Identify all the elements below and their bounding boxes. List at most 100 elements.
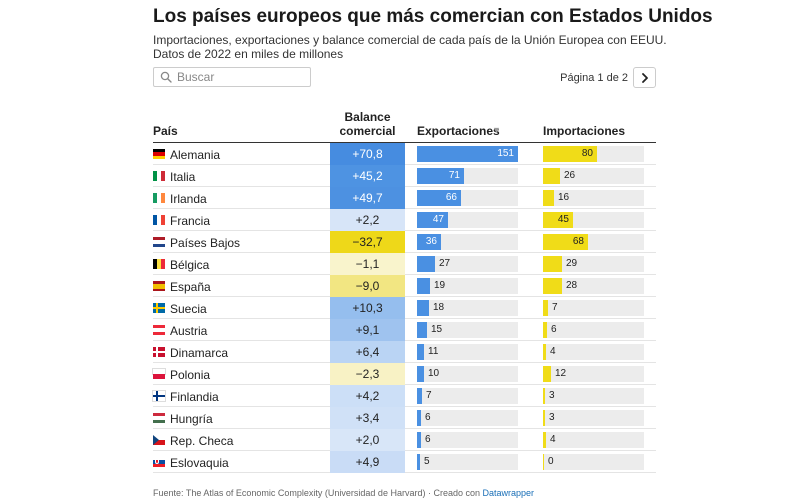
balance-cell: +45,2 [330,165,405,187]
table-row: Rep. Checa +2,0 6 4 [153,429,656,451]
exports-value: 7 [426,390,432,401]
exports-bar [417,278,430,294]
imports-value: 16 [558,192,570,203]
exports-value: 5 [424,456,430,467]
table-row: Austria +9,1 15 6 [153,319,656,341]
country-name: Polonia [170,368,211,382]
pagination-label: Página 1 de 2 [560,72,628,84]
table-row: Hungría +3,4 6 3 [153,407,656,429]
imports-value: 12 [555,368,567,379]
flag-pl-icon [152,368,166,379]
column-header-exports[interactable]: Exportaciones [417,124,500,138]
balance-cell: +70,8 [330,143,405,165]
balance-cell: +49,7 [330,187,405,209]
flag-se-icon [153,303,165,313]
imports-bar-track [543,410,644,426]
exports-bar [417,256,435,272]
flag-hu-icon [153,413,165,423]
imports-bar-track [543,168,644,184]
imports-bar [543,300,548,316]
search-input[interactable] [177,70,307,84]
balance-cell: +6,4 [330,341,405,363]
imports-bar [543,366,551,382]
imports-value: 4 [550,434,556,445]
table-row: Alemania +70,8 151 80 [153,143,656,165]
imports-bar-track [543,344,644,360]
exports-value: 27 [439,258,451,269]
balance-cell: −2,3 [330,363,405,385]
table-row: Dinamarca +6,4 11 4 [153,341,656,363]
table-row: Irlanda +49,7 66 16 [153,187,656,209]
exports-value: 71 [448,170,460,181]
next-page-button[interactable] [633,67,656,88]
imports-bar-track [543,388,644,404]
imports-value: 0 [548,456,554,467]
imports-bar-track [543,190,644,206]
exports-bar [417,300,429,316]
imports-bar [543,190,554,206]
column-header-country[interactable]: País [153,124,178,138]
datawrapper-link[interactable]: Datawrapper [482,488,535,498]
balance-cell: +4,2 [330,385,405,407]
exports-bar-track [417,366,518,382]
exports-value: 6 [425,412,431,423]
imports-bar [543,256,562,272]
imports-bar-track [543,432,644,448]
table-row: Bélgica −1,1 27 29 [153,253,656,275]
exports-value: 36 [425,236,437,247]
exports-bar-track [417,300,518,316]
balance-cell: +4,9 [330,451,405,473]
table-row: España −9,0 19 28 [153,275,656,297]
search-box[interactable] [153,67,311,87]
header-divider [153,142,656,143]
imports-value: 7 [552,302,558,313]
exports-bar [417,322,427,338]
exports-bar-track [417,322,518,338]
flag-fr-icon [153,215,165,225]
chevron-right-icon [641,72,648,83]
exports-bar-track [417,256,518,272]
imports-bar [543,146,597,162]
flag-cz-icon [153,435,165,445]
table-row: Polonia −2,3 10 12 [152,363,656,385]
chart-subtitle: Importaciones, exportaciones y balance c… [153,33,667,61]
exports-bar [417,168,464,184]
sort-descending-icon[interactable]: ▼ [492,125,501,135]
exports-bar [417,366,424,382]
imports-bar [543,234,588,250]
country-name: Francia [170,214,211,228]
flag-ie-icon [153,193,165,203]
exports-bar [417,454,420,470]
imports-value: 3 [549,390,555,401]
country-name: España [170,280,211,294]
table-row: Países Bajos −32,7 36 68 [153,231,656,253]
balance-cell: +10,3 [330,297,405,319]
imports-bar-track [543,278,644,294]
country-name: Alemania [170,148,221,162]
exports-value: 19 [434,280,446,291]
imports-value: 45 [557,214,569,225]
source-text: Fuente: The Atlas of Economic Complexity… [153,488,480,498]
column-header-balance[interactable]: Balance comercial [339,110,396,138]
imports-bar-track [543,322,644,338]
exports-bar-track [417,410,518,426]
exports-value: 47 [432,214,444,225]
exports-value: 15 [431,324,443,335]
imports-bar [543,212,573,228]
imports-value: 3 [549,412,555,423]
source-note: Fuente: The Atlas of Economic Complexity… [153,488,534,498]
exports-bar [417,190,461,206]
country-name: Países Bajos [170,236,241,250]
balance-cell: −1,1 [330,253,405,275]
country-name: Austria [170,324,208,338]
imports-bar [543,388,545,404]
table-row: Italia +45,2 71 26 [153,165,656,187]
country-name: Hungría [170,412,213,426]
exports-bar [417,234,441,250]
exports-bar-track [417,432,518,448]
exports-bar [417,388,422,404]
exports-value: 6 [425,434,431,445]
flag-sk-icon [153,457,165,467]
imports-value: 68 [572,236,584,247]
column-header-imports[interactable]: Importaciones [543,124,626,138]
